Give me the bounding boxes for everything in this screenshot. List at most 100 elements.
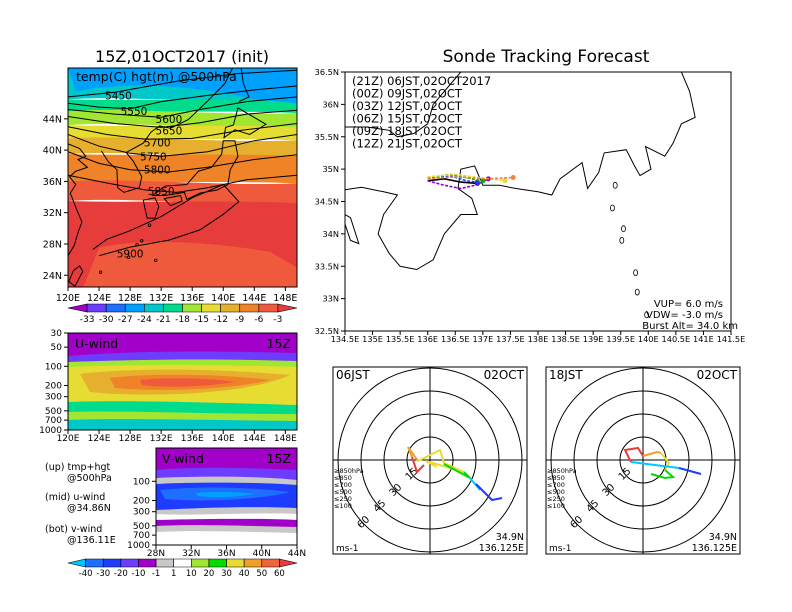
coast-line (163, 194, 183, 207)
y-tick-100: 100 (45, 362, 62, 372)
island (610, 204, 615, 212)
colorbar-swatch (138, 558, 157, 568)
colorbar-label--30: -30 (99, 315, 114, 325)
map1-frame (67, 67, 298, 288)
trajectory-end-marker (480, 178, 486, 184)
x-tick-148E: 148E (273, 293, 297, 304)
y-tick-500: 500 (45, 407, 62, 417)
contour-label-5750: 5750 (140, 151, 167, 163)
coastline-japan (345, 72, 696, 319)
y-tick-1000: 1000 (127, 541, 150, 551)
wind-colorbar: -40 -30 -20 -10 -1 1 10 20 30 40 50 60 (67, 558, 298, 579)
hodo-lat: 34.9N (709, 532, 737, 543)
contour-label-5900: 5900 (117, 248, 144, 260)
map1-x-ticks: 120E 124E 128E 132E 136E 140E 144E 148E (56, 287, 297, 304)
u-wind-title: U-wind (75, 336, 118, 351)
y-tick-700: 700 (133, 531, 150, 541)
y-tick-44N: 44N (43, 114, 62, 125)
trajectory-line (427, 176, 514, 180)
u-wind-frame (67, 332, 298, 431)
map1-plot (68, 68, 297, 287)
height-contour (68, 85, 297, 110)
x-tick-132E: 132E (150, 434, 173, 444)
trajectory-line (427, 174, 478, 183)
map1-y-ticks: 24N 28N 32N 36N 40N 44N (43, 114, 68, 282)
level-legend-entry: ≤500 (547, 488, 565, 496)
v-wind-plot (156, 448, 297, 545)
hodograph-segment (417, 448, 465, 473)
island (154, 258, 158, 263)
x-tick-148E: 148E (274, 434, 297, 444)
note-mid: (mid) u-wind (45, 492, 105, 503)
y-tick-36.5N: 36.5N (315, 67, 339, 77)
temp-band-warm (83, 241, 297, 287)
x-tick-144E: 144E (243, 434, 266, 444)
colorbar-label-30: 30 (221, 569, 232, 579)
island (644, 311, 650, 319)
colorbar-swatch (105, 303, 126, 313)
height-contours (68, 69, 297, 257)
u-wind-x-ticks: 120E 124E 128E 132E 136E 140E 144E 148E (57, 430, 297, 444)
track-title: Sonde Tracking Forecast (443, 47, 650, 67)
coast-line (238, 68, 250, 103)
colorbar-swatch (258, 303, 279, 313)
colorbar-label--18: -18 (175, 315, 190, 325)
x-tick-124E: 124E (87, 293, 111, 304)
y-tick-35N: 35N (322, 164, 339, 174)
contour-label-5550: 5550 (121, 106, 148, 118)
track-x-ticks: 134.5E 135E 135.5E 136E 136.5E 137E 137.5E 138E… (331, 331, 745, 344)
u-wind-plot (68, 333, 297, 430)
u-wind-time: 15Z (267, 336, 291, 351)
hodo-time: 06JST (336, 368, 370, 382)
burst-label: Burst Alt= 34.0 km (642, 321, 738, 332)
hodo-unit: ms-1 (336, 544, 358, 554)
hodograph-segment (660, 452, 671, 471)
legend-entry: (03Z) 12JST,02OCT (352, 99, 463, 113)
vup-label: VUP= 6.0 m/s (654, 299, 723, 310)
height-contour (68, 109, 297, 128)
colorbar-label--27: -27 (118, 315, 133, 325)
x-tick-140E: 140E (638, 334, 659, 344)
y-tick-700: 700 (45, 416, 62, 426)
colorbar-label--12: -12 (213, 315, 228, 325)
colorbar-label-50: 50 (256, 569, 267, 579)
colorbar-label-10: 10 (186, 569, 197, 579)
colorbar-swatch (155, 558, 174, 568)
vdw-label: VDW= -3.0 m/s (646, 310, 723, 321)
x-tick-135.5E: 135.5E (386, 334, 415, 344)
colorbar-label-1: 1 (171, 569, 176, 579)
colorbar-label--6: -6 (254, 315, 263, 325)
colorbar-label-40: 40 (239, 569, 250, 579)
y-tick-100: 100 (133, 477, 150, 487)
colorbar-swatch (208, 558, 227, 568)
colorbar-swatch (67, 558, 86, 568)
coast-line (223, 107, 267, 139)
x-tick-36N: 36N (217, 549, 235, 559)
island (98, 270, 103, 274)
y-tick-36N: 36N (43, 177, 62, 188)
coast-line (68, 143, 89, 256)
x-tick-139.5E: 139.5E (606, 334, 635, 344)
colorbar-swatch (220, 303, 241, 313)
colorbar-label--40: -40 (79, 569, 93, 579)
x-tick-132E: 132E (149, 293, 173, 304)
island (621, 225, 626, 233)
hodo-time: 18JST (549, 368, 583, 382)
island (634, 288, 640, 296)
contour-label-5600: 5600 (156, 114, 183, 126)
x-tick-137E: 137E (472, 334, 493, 344)
island (633, 269, 639, 277)
island (126, 255, 131, 259)
x-tick-136E: 136E (180, 293, 204, 304)
y-tick-32.5N: 32.5N (315, 326, 339, 336)
hodo-lon: 136.125E (479, 543, 524, 554)
y-tick-34N: 34N (322, 229, 339, 239)
v-wind-title: V-wind (162, 451, 204, 466)
coast-line (142, 197, 160, 219)
colorbar-swatch (120, 558, 139, 568)
colorbar-label--10: -10 (132, 569, 146, 579)
trajectory-series (427, 173, 516, 190)
temp-band-cold (68, 68, 297, 104)
x-tick-40N: 40N (253, 549, 271, 559)
